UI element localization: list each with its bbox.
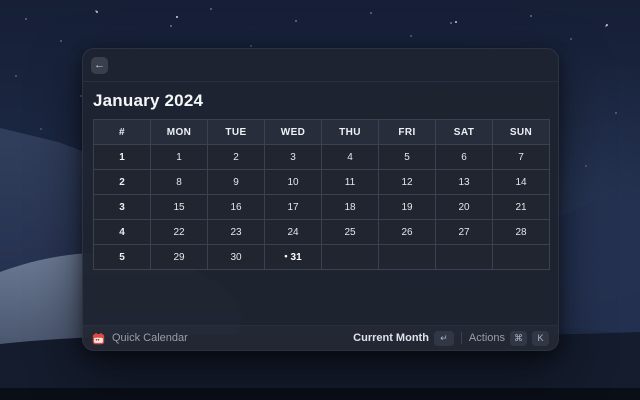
calendar-week-row: 3 15 16 17 18 19 20 21 bbox=[93, 194, 550, 220]
day-cell: 4 bbox=[321, 144, 379, 170]
footer-actions: Current Month ↵ Actions ⌘ K bbox=[353, 330, 549, 346]
calendar-week-row: 4 22 23 24 25 26 27 28 bbox=[93, 219, 550, 245]
calendar-column-header: SUN bbox=[492, 119, 550, 145]
day-cell: 7 bbox=[492, 144, 550, 170]
day-cell: 24 bbox=[264, 219, 322, 245]
day-cell: 3 bbox=[264, 144, 322, 170]
calendar-column-header: TUE bbox=[207, 119, 265, 145]
day-cell: 27 bbox=[435, 219, 493, 245]
day-cell: 22 bbox=[150, 219, 208, 245]
day-cell: 29 bbox=[150, 244, 208, 270]
current-month-button[interactable]: Current Month ↵ bbox=[353, 330, 454, 346]
day-cell: 30 bbox=[207, 244, 265, 270]
week-number-cell: 2 bbox=[93, 169, 151, 195]
day-cell: 17 bbox=[264, 194, 322, 220]
actions-label: Actions bbox=[468, 332, 505, 344]
week-number-cell: 3 bbox=[93, 194, 151, 220]
calendar-column-header: THU bbox=[321, 119, 379, 145]
week-number-cell: 5 bbox=[93, 244, 151, 270]
day-cell: 6 bbox=[435, 144, 493, 170]
day-cell: 5 bbox=[378, 144, 436, 170]
calendar-column-header: FRI bbox=[378, 119, 436, 145]
footer-app-info: Quick Calendar bbox=[92, 332, 346, 345]
calendar-header-row: # MON TUE WED THU FRI SAT SUN bbox=[93, 119, 550, 145]
today-marker: • bbox=[284, 251, 288, 261]
calendar-icon bbox=[92, 332, 105, 344]
day-cell: 11 bbox=[321, 169, 379, 195]
current-month-label: Current Month bbox=[353, 332, 429, 344]
calendar-column-header: MON bbox=[150, 119, 208, 145]
page-title: January 2024 bbox=[93, 91, 204, 110]
day-cell: 15 bbox=[150, 194, 208, 220]
day-cell bbox=[321, 244, 379, 270]
calendar-table: # MON TUE WED THU FRI SAT SUN 1 1 2 3 4 5 6 7 2 8 9 10 11 12… bbox=[93, 119, 550, 270]
day-cell: 20 bbox=[435, 194, 493, 220]
calendar-column-header: SAT bbox=[435, 119, 493, 145]
day-cell: 10 bbox=[264, 169, 322, 195]
day-cell: 28 bbox=[492, 219, 550, 245]
calendar-week-row: 5 29 30 • 31 bbox=[93, 244, 550, 270]
calendar-week-row: 2 8 9 10 11 12 13 14 bbox=[93, 169, 550, 195]
calendar-column-header: # bbox=[93, 119, 151, 145]
app-name: Quick Calendar bbox=[112, 332, 188, 344]
day-cell: 1 bbox=[150, 144, 208, 170]
day-cell: 8 bbox=[150, 169, 208, 195]
day-cell: 26 bbox=[378, 219, 436, 245]
week-number-cell: 4 bbox=[93, 219, 151, 245]
day-cell: 23 bbox=[207, 219, 265, 245]
day-cell: 21 bbox=[492, 194, 550, 220]
navbar: ← bbox=[83, 49, 558, 82]
calendar-column-header: WED bbox=[264, 119, 322, 145]
command-key-icon: ⌘ bbox=[510, 330, 527, 346]
enter-key-icon: ↵ bbox=[433, 330, 454, 346]
week-number-cell: 1 bbox=[93, 144, 151, 170]
day-cell: 19 bbox=[378, 194, 436, 220]
day-cell: 2 bbox=[207, 144, 265, 170]
footer-divider bbox=[460, 332, 462, 344]
day-cell: 25 bbox=[321, 219, 379, 245]
day-cell: 16 bbox=[207, 194, 265, 220]
day-cell: 9 bbox=[207, 169, 265, 195]
day-cell: 12 bbox=[378, 169, 436, 195]
day-cell: • 31 bbox=[264, 244, 322, 270]
day-cell bbox=[492, 244, 550, 270]
day-cell: 18 bbox=[321, 194, 379, 220]
back-button[interactable]: ← bbox=[91, 56, 108, 74]
day-cell bbox=[435, 244, 493, 270]
actions-button[interactable]: Actions ⌘ K bbox=[468, 330, 549, 346]
calendar-body: 1 1 2 3 4 5 6 7 2 8 9 10 11 12 13 14 3 15 16 17 18 19 20 21 4 22 2… bbox=[93, 144, 550, 270]
day-cell: 14 bbox=[492, 169, 550, 195]
k-key: K bbox=[532, 330, 549, 346]
day-cell: 13 bbox=[435, 169, 493, 195]
day-cell bbox=[378, 244, 436, 270]
footer-bar: Quick Calendar Current Month ↵ Actions ⌘… bbox=[83, 325, 558, 350]
